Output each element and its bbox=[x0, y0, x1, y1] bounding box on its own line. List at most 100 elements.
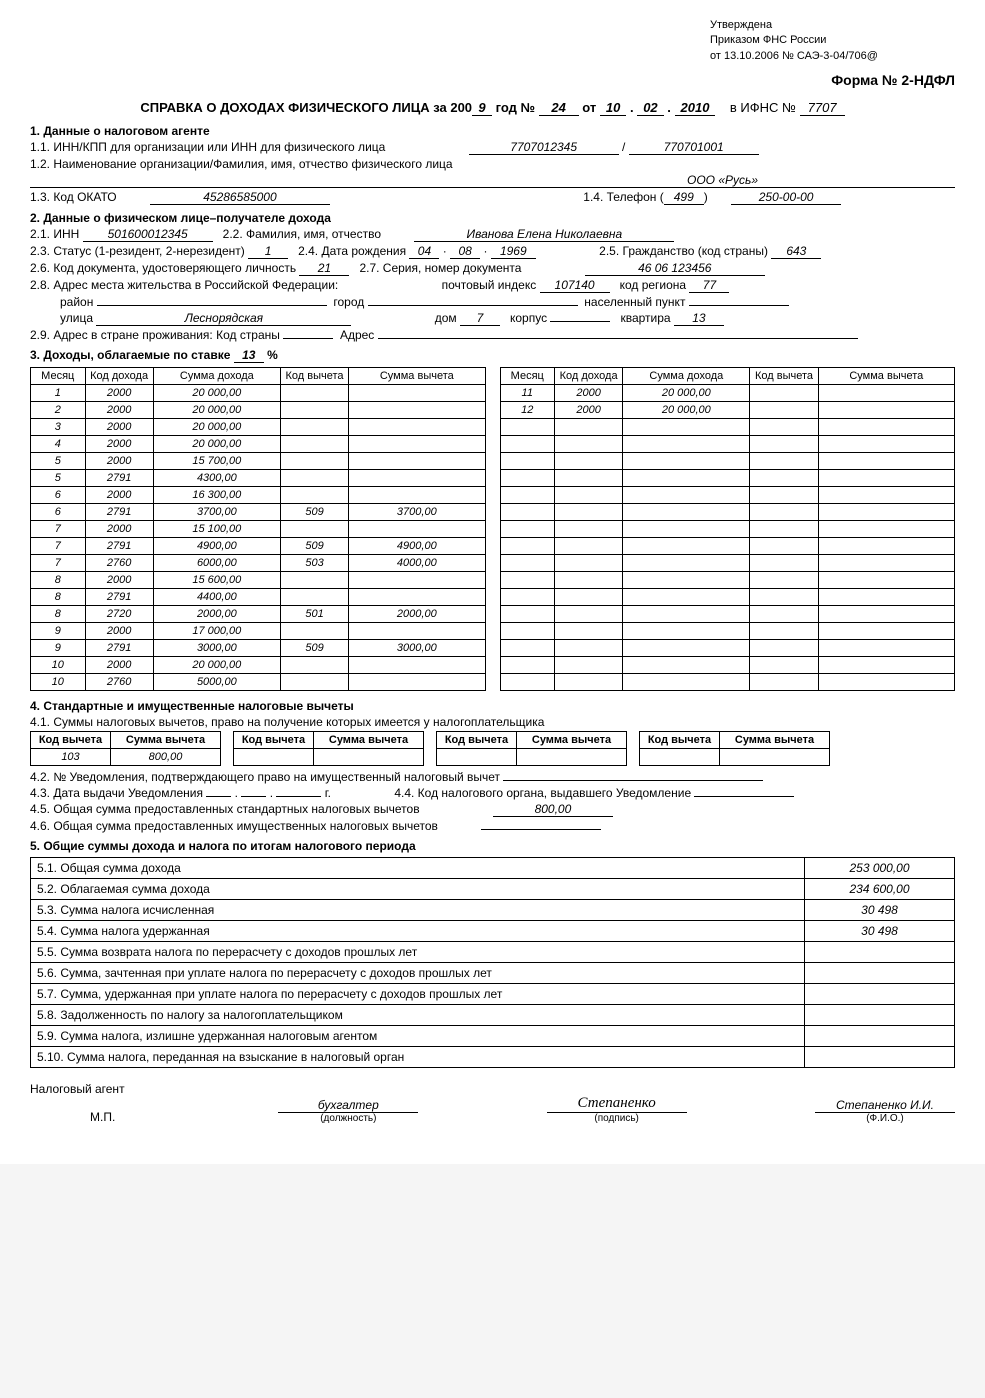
label-4-1: 4.1. Суммы налоговых вычетов, право на п… bbox=[30, 715, 955, 729]
label-2-4: 2.4. Дата рождения bbox=[298, 244, 406, 258]
value-4-4 bbox=[694, 796, 794, 797]
table-cell bbox=[623, 504, 750, 521]
value-person-inn: 501600012345 bbox=[83, 227, 213, 242]
summary-label: 5.1. Общая сумма дохода bbox=[31, 858, 805, 879]
table-cell: 4400,00 bbox=[153, 589, 280, 606]
table-cell: 15 100,00 bbox=[153, 521, 280, 538]
table-cell bbox=[818, 470, 954, 487]
section-2-header: 2. Данные о физическом лице–получателе д… bbox=[30, 211, 955, 225]
table-cell bbox=[280, 521, 348, 538]
summary-value bbox=[805, 1047, 955, 1068]
table-cell bbox=[500, 470, 555, 487]
approval-line-2: Приказом ФНС России bbox=[710, 33, 955, 48]
label-1-4: 1.4. Телефон ( bbox=[583, 190, 663, 204]
ded-th-5: Сумма вычета bbox=[517, 732, 627, 749]
table-cell bbox=[750, 470, 818, 487]
table-cell: 15 600,00 bbox=[153, 572, 280, 589]
table-cell bbox=[818, 640, 954, 657]
table-cell bbox=[623, 470, 750, 487]
table-cell bbox=[500, 623, 555, 640]
table-cell bbox=[280, 453, 348, 470]
table-cell bbox=[818, 521, 954, 538]
table-cell bbox=[750, 402, 818, 419]
summary-row: 5.7. Сумма, удержанная при уплате налога… bbox=[31, 984, 955, 1005]
signature-fio: Степаненко И.И. bbox=[815, 1098, 955, 1113]
label-4-4: 4.4. Код налогового органа, выдавшего Ув… bbox=[394, 786, 691, 800]
ded-th-3: Сумма вычета bbox=[314, 732, 424, 749]
table-row: 12200020 000,00 bbox=[500, 402, 955, 419]
title-date-d: 10 bbox=[600, 100, 626, 116]
table-cell: 17 000,00 bbox=[153, 623, 280, 640]
value-4-6 bbox=[481, 829, 601, 830]
table-cell bbox=[555, 538, 623, 555]
table-cell bbox=[623, 555, 750, 572]
table-cell: 10 bbox=[31, 674, 86, 691]
value-4-2 bbox=[503, 780, 763, 781]
value-kpp: 770701001 bbox=[629, 140, 759, 155]
table-cell bbox=[750, 538, 818, 555]
table-cell bbox=[623, 657, 750, 674]
value-4-5: 800,00 bbox=[493, 802, 613, 817]
table-cell bbox=[500, 606, 555, 623]
label-postcode: почтовый индекс bbox=[442, 278, 537, 292]
table-cell bbox=[623, 453, 750, 470]
value-foreign-address bbox=[378, 338, 858, 339]
section-4-header: 4. Стандартные и имущественные налоговые… bbox=[30, 699, 955, 713]
table-row bbox=[500, 555, 955, 572]
table-row: 727914900,005094900,00 bbox=[31, 538, 486, 555]
table-cell bbox=[818, 419, 954, 436]
table-cell: 3 bbox=[31, 419, 86, 436]
row-2-3-2-4-2-5: 2.3. Статус (1-резидент, 2-нерезидент) 1… bbox=[30, 244, 955, 259]
table-row bbox=[500, 538, 955, 555]
table-row: 1200020 000,00 bbox=[31, 385, 486, 402]
value-citizenship: 643 bbox=[771, 244, 821, 259]
table-cell bbox=[555, 606, 623, 623]
summary-value: 30 498 bbox=[805, 921, 955, 942]
table-cell: 20 000,00 bbox=[153, 436, 280, 453]
value-inn: 7707012345 bbox=[469, 140, 619, 155]
table-row: 10200020 000,00 bbox=[31, 657, 486, 674]
field-1-1: 1.1. ИНН/КПП для организации или ИНН для… bbox=[30, 140, 955, 155]
table-cell bbox=[280, 470, 348, 487]
section-5-header: 5. Общие суммы дохода и налога по итогам… bbox=[30, 839, 955, 853]
table-cell bbox=[555, 504, 623, 521]
value-flat: 13 bbox=[674, 311, 724, 326]
label-4-3: 4.3. Дата выдачи Уведомления bbox=[30, 786, 203, 800]
table-cell: 3700,00 bbox=[153, 504, 280, 521]
row-street: улица Леснорядская дом 7 корпус квартира… bbox=[30, 311, 955, 326]
table-cell: 16 300,00 bbox=[153, 487, 280, 504]
sign-sub: (подпись) bbox=[547, 1113, 687, 1124]
table-row bbox=[500, 589, 955, 606]
table-cell bbox=[818, 453, 954, 470]
table-cell: 2000 bbox=[85, 521, 153, 538]
table-cell bbox=[555, 521, 623, 538]
value-okato: 45286585000 bbox=[150, 190, 330, 205]
table-row bbox=[500, 606, 955, 623]
table-row: 2200020 000,00 bbox=[31, 402, 486, 419]
value-tel-code: 499 bbox=[664, 190, 704, 205]
value-fio: Иванова Елена Николаевна bbox=[414, 227, 674, 242]
table-cell: 2000 bbox=[85, 419, 153, 436]
table-cell bbox=[500, 657, 555, 674]
table-cell bbox=[623, 606, 750, 623]
table-cell bbox=[500, 640, 555, 657]
label-flat: квартира bbox=[620, 311, 670, 325]
table-row: 727606000,005034000,00 bbox=[31, 555, 486, 572]
table-row bbox=[500, 572, 955, 589]
label-2-1: 2.1. ИНН bbox=[30, 227, 79, 241]
table-cell: 2000 bbox=[85, 385, 153, 402]
title-god-num: год № bbox=[496, 100, 535, 115]
fio-sub: (Ф.И.О.) bbox=[815, 1113, 955, 1124]
table-cell: 2000 bbox=[555, 402, 623, 419]
table-cell: 1 bbox=[31, 385, 86, 402]
value-country-code bbox=[283, 338, 333, 339]
ded-sum-2 bbox=[314, 749, 424, 766]
value-4-3-y bbox=[276, 796, 321, 797]
label-1-1: 1.1. ИНН/КПП для организации или ИНН для… bbox=[30, 140, 385, 154]
title-date-y: 2010 bbox=[675, 100, 716, 116]
th-ded-sum: Сумма вычета bbox=[349, 368, 485, 385]
th-inc-sum-r: Сумма дохода bbox=[623, 368, 750, 385]
table-cell: 10 bbox=[31, 657, 86, 674]
summary-row: 5.4. Сумма налога удержанная30 498 bbox=[31, 921, 955, 942]
table-row bbox=[500, 674, 955, 691]
